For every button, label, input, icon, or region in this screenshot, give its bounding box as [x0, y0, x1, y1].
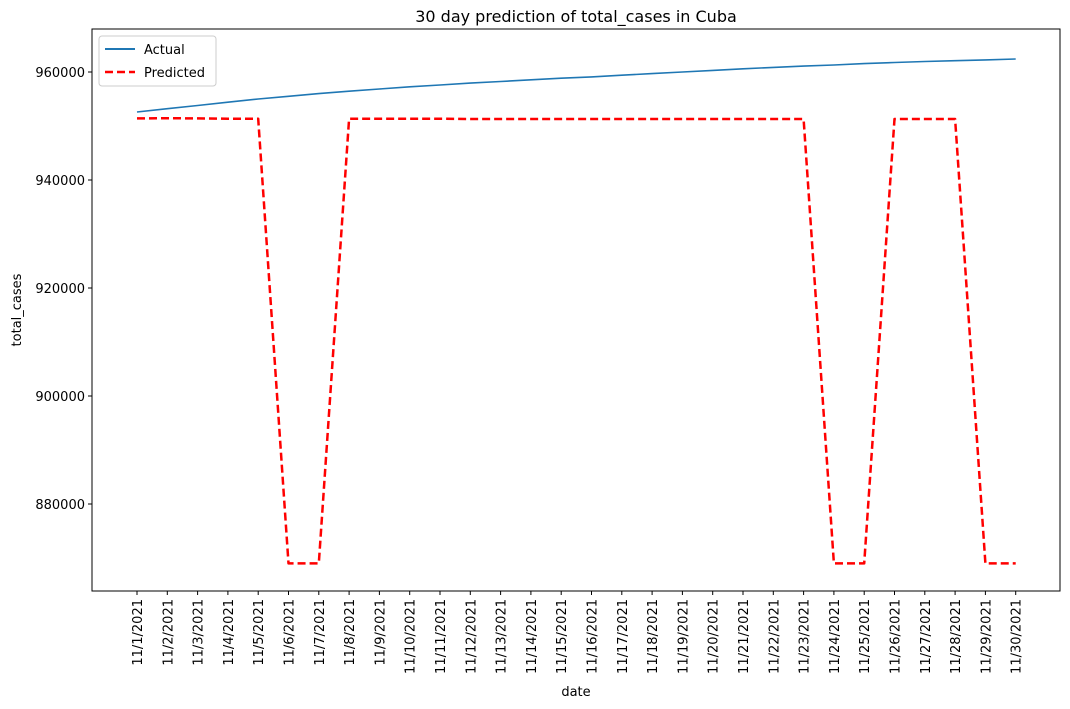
plot-area	[91, 28, 1061, 592]
x-tick-label: 11/29/2021	[979, 599, 994, 674]
x-tick-label: 11/3/2021	[192, 599, 207, 666]
x-tick-label: 11/17/2021	[616, 599, 631, 674]
x-tick-label: 11/19/2021	[676, 599, 691, 674]
x-tick-label: 11/1/2021	[131, 599, 146, 666]
x-axis: 11/1/2021 11/2/2021 11/3/2021 11/4/2021 11/5…	[131, 591, 1025, 674]
x-tick-label: 11/7/2021	[313, 599, 328, 666]
x-tick-label: 11/8/2021	[343, 599, 358, 666]
x-axis-label: date	[561, 685, 590, 700]
x-tick-label: 11/27/2021	[919, 599, 934, 674]
legend-predicted-label: Predicted	[144, 66, 205, 81]
series-line-predicted	[136, 116, 1016, 565]
y-tick-label: 880000	[35, 498, 85, 513]
x-tick-label: 11/4/2021	[222, 599, 237, 666]
y-tick-label: 940000	[35, 174, 85, 189]
x-tick-label: 11/22/2021	[767, 599, 782, 674]
x-tick-label: 11/20/2021	[707, 599, 722, 674]
x-tick-label: 11/24/2021	[828, 599, 843, 674]
x-tick-label: 11/30/2021	[1010, 599, 1025, 674]
chart-title: 30 day prediction of total_cases in Cuba	[415, 7, 737, 27]
x-tick-label: 11/14/2021	[525, 599, 540, 674]
x-tick-label: 11/10/2021	[404, 599, 419, 674]
x-tick-label: 11/9/2021	[373, 599, 388, 666]
y-tick-label: 960000	[35, 66, 85, 81]
x-tick-label: 11/21/2021	[737, 599, 752, 674]
x-tick-label: 11/26/2021	[889, 599, 904, 674]
x-tick-label: 11/16/2021	[586, 599, 601, 674]
x-tick-label: 11/13/2021	[495, 599, 510, 674]
x-tick-label: 11/15/2021	[555, 599, 570, 674]
x-tick-label: 11/5/2021	[252, 599, 267, 666]
legend: Actual Predicted	[98, 35, 217, 87]
x-tick-label: 11/2/2021	[161, 599, 176, 666]
x-tick-label: 11/11/2021	[434, 599, 449, 674]
y-tick-label: 920000	[35, 282, 85, 297]
x-tick-label: 11/12/2021	[464, 599, 479, 674]
y-axis-label: total_cases	[10, 273, 25, 346]
x-tick-label: 11/28/2021	[949, 599, 964, 674]
series-line-actual	[136, 58, 1016, 113]
x-tick-label: 11/23/2021	[798, 599, 813, 674]
x-tick-label: 11/6/2021	[283, 599, 298, 666]
legend-actual-label: Actual	[144, 43, 185, 58]
series-layer	[136, 58, 1016, 565]
y-tick-label: 900000	[35, 390, 85, 405]
y-axis: 880000 900000 920000 940000 960000	[35, 66, 92, 513]
x-tick-label: 11/25/2021	[858, 599, 873, 674]
x-tick-label: 11/18/2021	[646, 599, 661, 674]
